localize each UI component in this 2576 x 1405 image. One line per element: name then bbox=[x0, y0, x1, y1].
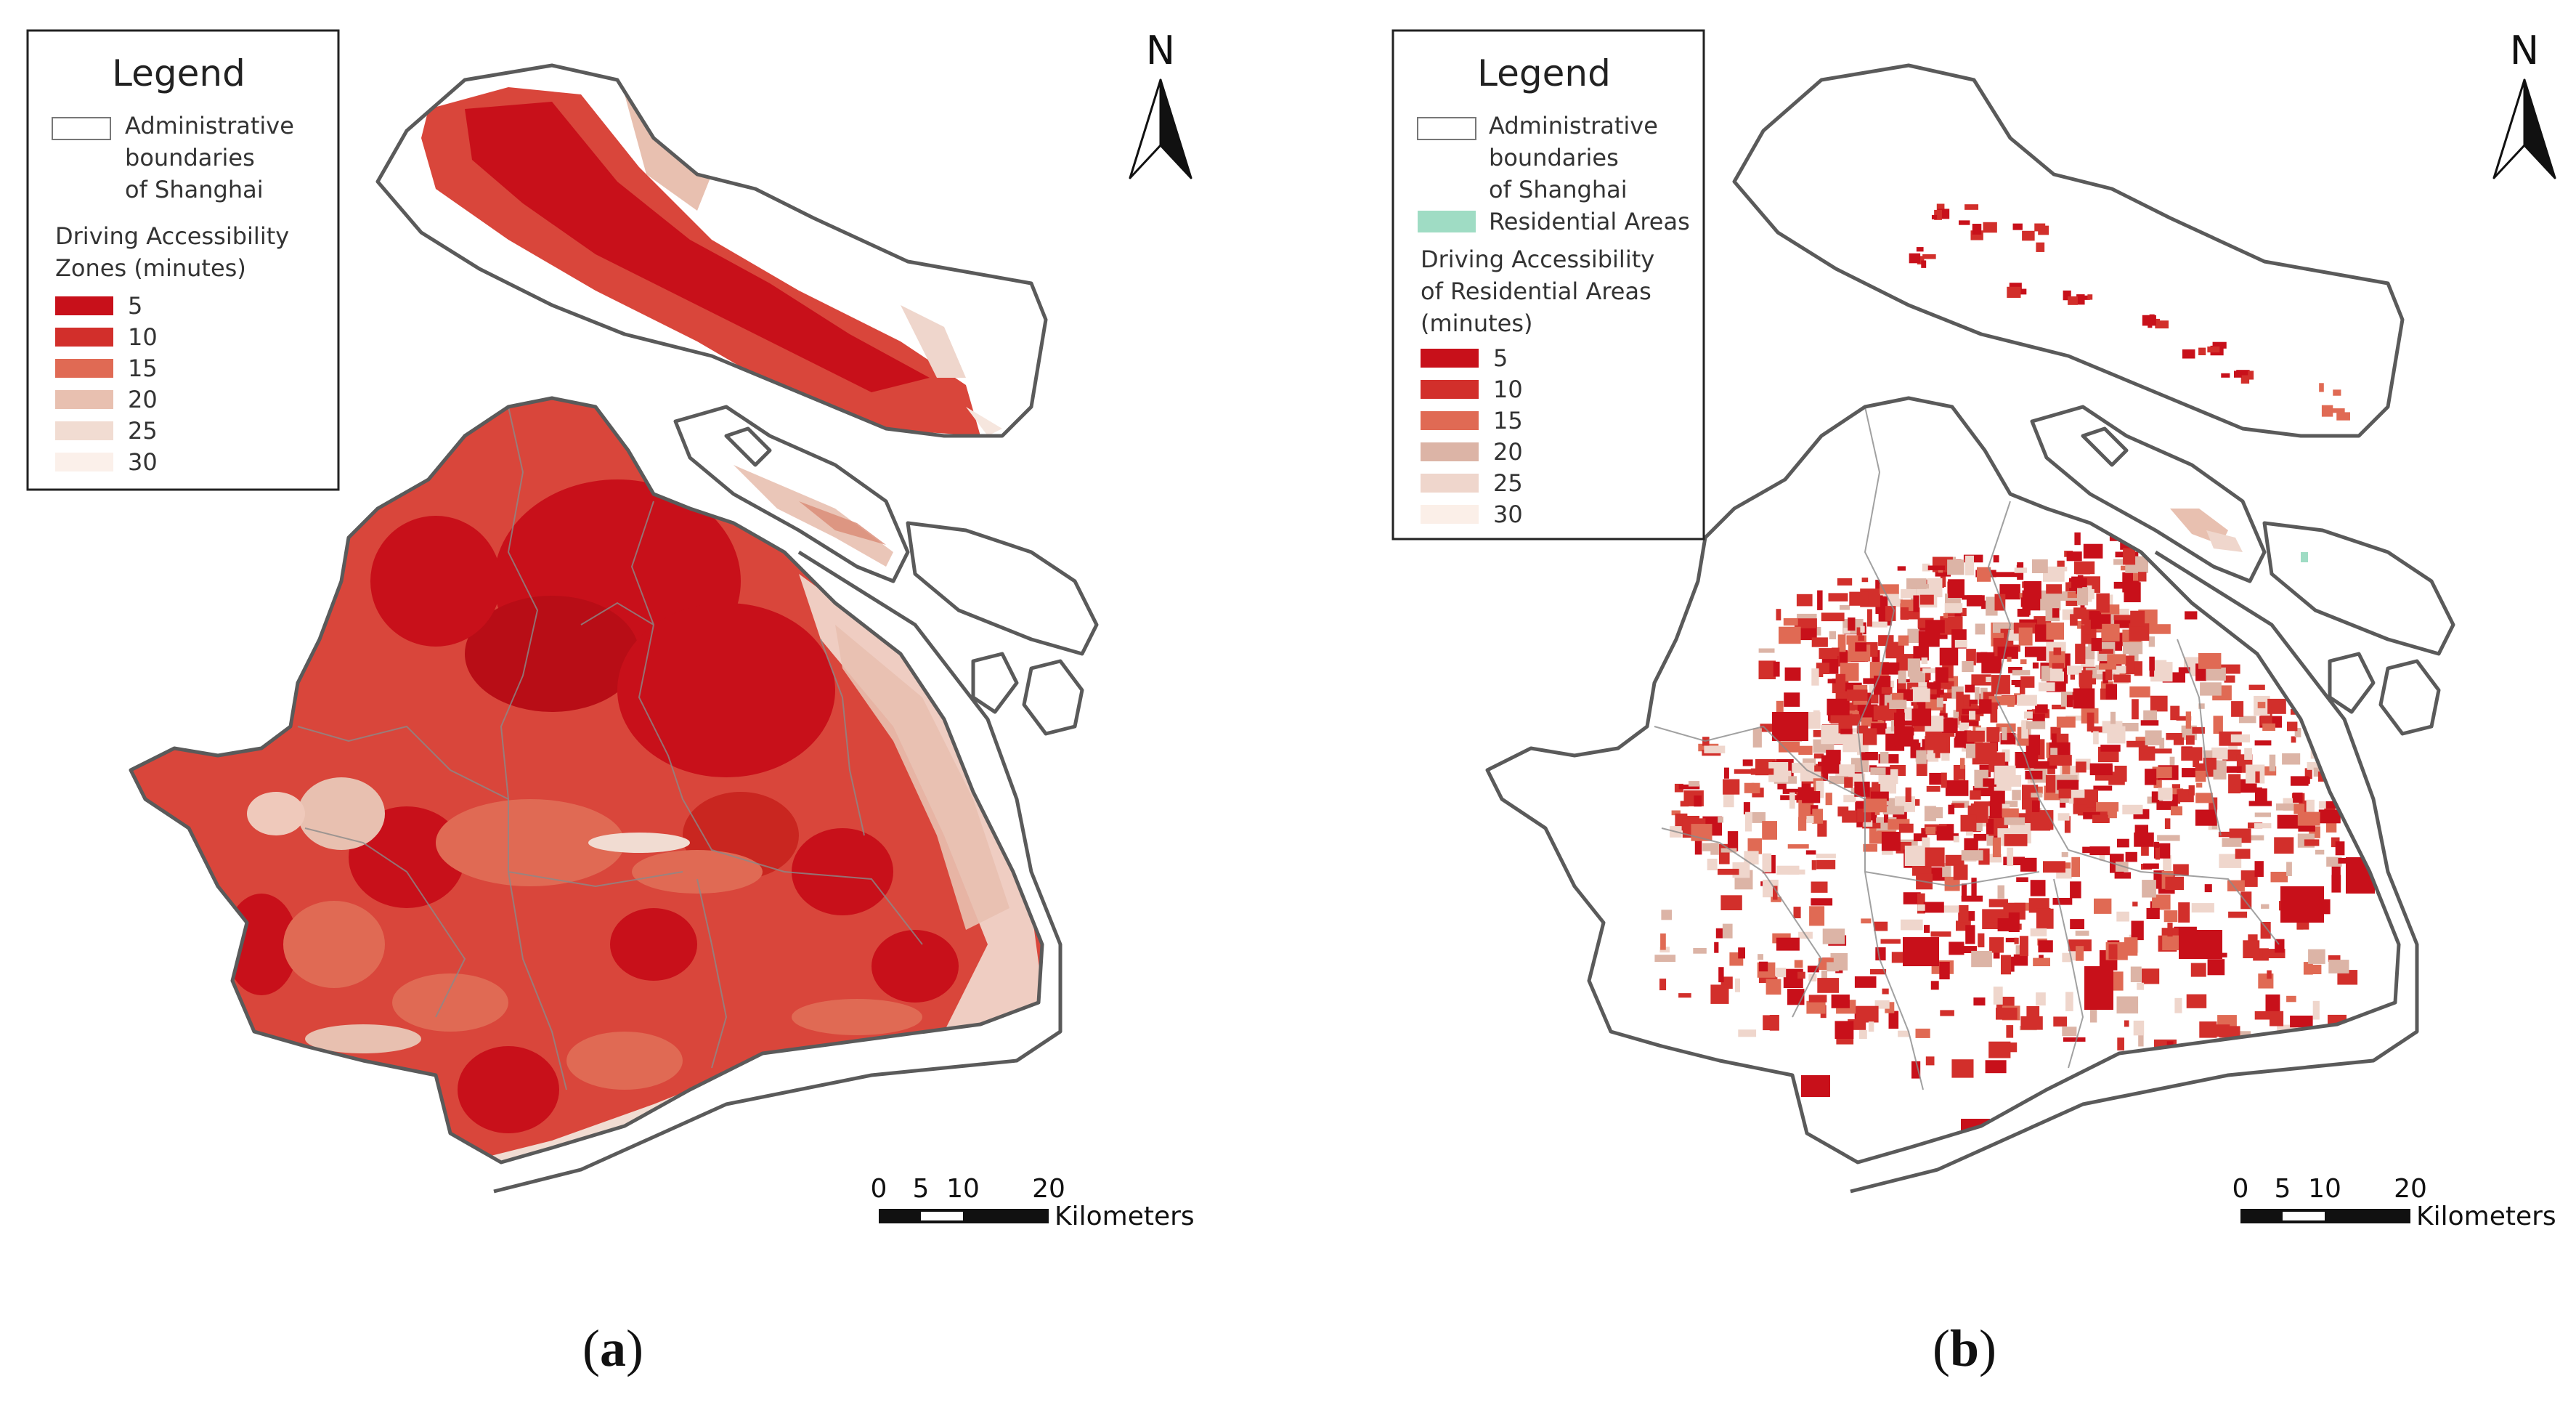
scale-bar-a: 0 5 10 20 Kilometers bbox=[871, 1174, 1195, 1231]
legend-b-ramp-title-1: Driving Accessibility bbox=[1421, 246, 1654, 273]
panel-b-residential-areas bbox=[1654, 530, 2399, 1162]
scale-a-tick-2: 10 bbox=[946, 1174, 980, 1204]
scale-a-tick-0: 0 bbox=[871, 1174, 887, 1204]
panel-b-mainland bbox=[1485, 396, 2419, 1194]
legend-b-class-swatch-20 bbox=[1421, 442, 1479, 461]
legend-b-class-label-25: 25 bbox=[1493, 469, 1523, 497]
panel-a-chongming-island bbox=[375, 63, 1048, 438]
legend-a-class-swatch-5 bbox=[55, 296, 113, 315]
legend-b-boundary-line-1: Administrative bbox=[1489, 112, 1658, 139]
legend-a-class-label-10: 10 bbox=[128, 323, 158, 351]
scale-bar-b: 0 5 10 20 Kilometers bbox=[2232, 1174, 2556, 1231]
legend-a-class-label-15: 15 bbox=[128, 355, 158, 382]
panel-b-island-residential bbox=[2170, 509, 2308, 562]
north-arrow-b: N bbox=[2492, 28, 2556, 179]
panel-a-accessibility-zones bbox=[225, 479, 1042, 1162]
panel-label-a: (a) bbox=[582, 1319, 643, 1377]
legend-a-boundary-swatch bbox=[52, 117, 111, 140]
legend-a-class-swatch-20 bbox=[55, 390, 113, 409]
scale-a-unit: Kilometers bbox=[1055, 1202, 1195, 1231]
north-label-b: N bbox=[2510, 28, 2539, 73]
legend-b-classes: 5 10 15 20 25 30 bbox=[1421, 344, 1523, 528]
legend-a: Legend Administrative boundaries of Shan… bbox=[26, 29, 340, 491]
legend-b-class-swatch-25 bbox=[1421, 474, 1479, 493]
legend-b-class-swatch-10 bbox=[1421, 380, 1479, 399]
legend-b-class-swatch-5 bbox=[1421, 349, 1479, 368]
legend-b-residential-swatch bbox=[1418, 211, 1476, 232]
legend-a-title: Legend bbox=[112, 52, 245, 94]
legend-b-title: Legend bbox=[1477, 52, 1611, 94]
panel-a-island-accessibility bbox=[734, 465, 893, 567]
legend-b-class-label-20: 20 bbox=[1493, 438, 1523, 466]
scale-a-tick-3: 20 bbox=[1032, 1174, 1065, 1204]
legend-a-class-swatch-15 bbox=[55, 359, 113, 378]
legend-a-class-label-5: 5 bbox=[128, 292, 142, 320]
legend-a-class-label-20: 20 bbox=[128, 386, 158, 413]
legend-a-boundary-line-3: of Shanghai bbox=[125, 176, 264, 203]
panel-a bbox=[129, 63, 1099, 1194]
legend-a-class-swatch-25 bbox=[55, 421, 113, 440]
legend-a-class-label-25: 25 bbox=[128, 417, 158, 445]
legend-a-ramp-title-1: Driving Accessibility bbox=[55, 222, 289, 250]
scale-b-unit: Kilometers bbox=[2416, 1202, 2556, 1231]
panel-b-district-lines bbox=[1654, 406, 2280, 1090]
scale-b-tick-3: 20 bbox=[2394, 1174, 2427, 1204]
legend-b-ramp-title-3: (minutes) bbox=[1421, 309, 1533, 337]
legend-b-class-label-10: 10 bbox=[1493, 376, 1523, 403]
panel-a-mainland bbox=[129, 396, 1063, 1194]
legend-a-class-swatch-10 bbox=[55, 328, 113, 347]
legend-b-class-label-5: 5 bbox=[1493, 344, 1508, 372]
legend-a-class-label-30: 30 bbox=[128, 448, 158, 476]
scale-a-tick-1: 5 bbox=[913, 1174, 930, 1204]
panel-label-b: (b) bbox=[1933, 1319, 1996, 1377]
legend-a-class-swatch-30 bbox=[55, 453, 113, 471]
legend-b-boundary-line-3: of Shanghai bbox=[1489, 176, 1628, 203]
legend-b: Legend Administrative boundaries of Shan… bbox=[1391, 29, 1705, 540]
scale-b-tick-0: 0 bbox=[2232, 1174, 2249, 1204]
legend-a-boundary-line-1: Administrative bbox=[125, 112, 294, 139]
legend-a-ramp-title-2: Zones (minutes) bbox=[55, 254, 246, 282]
legend-b-class-label-30: 30 bbox=[1493, 501, 1523, 528]
legend-a-boundary-line-2: boundaries bbox=[125, 144, 255, 171]
north-label-a: N bbox=[1146, 28, 1175, 73]
legend-b-boundary-line-2: boundaries bbox=[1489, 144, 1619, 171]
legend-b-ramp-title-2: of Residential Areas bbox=[1421, 278, 1651, 305]
legend-a-classes: 5 10 15 20 25 30 bbox=[55, 292, 158, 476]
legend-b-boundary-swatch bbox=[1417, 117, 1476, 140]
legend-b-class-swatch-15 bbox=[1421, 411, 1479, 430]
legend-b-residential-label: Residential Areas bbox=[1489, 208, 1690, 235]
legend-b-class-label-15: 15 bbox=[1493, 407, 1523, 434]
legend-b-class-swatch-30 bbox=[1421, 505, 1479, 524]
panel-a-district-lines bbox=[297, 406, 923, 1090]
scale-b-tick-1: 5 bbox=[2275, 1174, 2291, 1204]
north-arrow-a: N bbox=[1129, 28, 1192, 179]
scale-b-tick-2: 10 bbox=[2308, 1174, 2341, 1204]
panel-b-chongming-island bbox=[1732, 63, 2405, 438]
panel-b bbox=[1485, 63, 2455, 1194]
